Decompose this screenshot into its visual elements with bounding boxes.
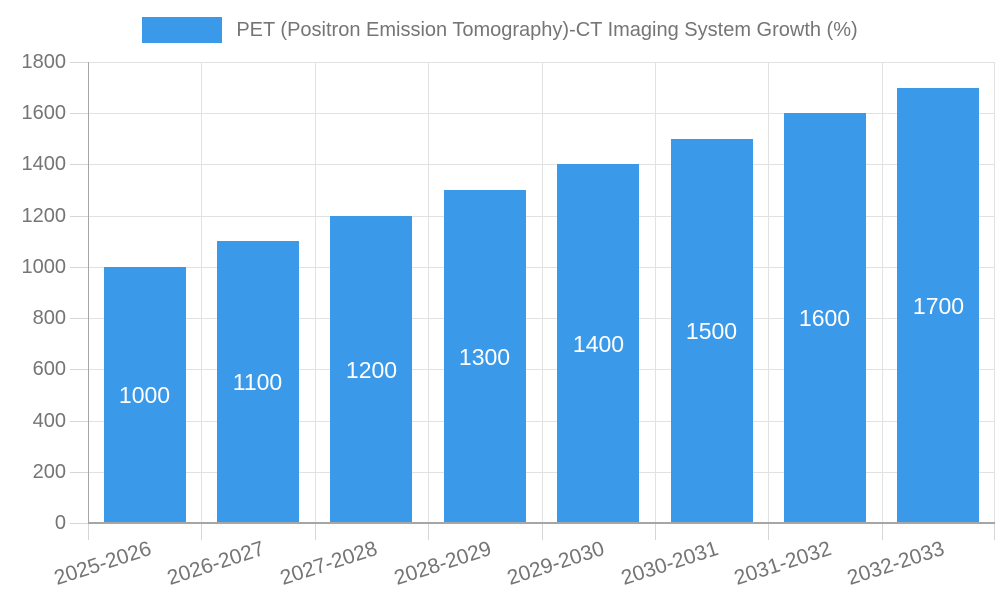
- y-tick-label: 1400: [21, 153, 67, 175]
- y-tick-label: 800: [32, 307, 66, 329]
- bar[interactable]: [330, 216, 412, 523]
- x-tick: [428, 523, 429, 540]
- x-tick: [542, 523, 543, 540]
- h-gridline: [88, 421, 995, 422]
- bar-value-label: 1300: [458, 344, 511, 370]
- y-tick-label: 1800: [21, 51, 67, 73]
- plot-area: 1000 1100 1200 1300 1400 1500 1600 1700: [70, 62, 995, 540]
- x-tick: [315, 523, 316, 540]
- x-tick: [88, 523, 89, 540]
- bar-value-label: 1700: [912, 293, 965, 319]
- y-tick: [70, 318, 88, 319]
- h-gridline: [88, 216, 995, 217]
- v-gridline: [655, 62, 656, 523]
- y-axis-line: [88, 62, 89, 523]
- bar-value-label: 1500: [685, 318, 738, 344]
- y-tick-label: 0: [54, 512, 66, 534]
- legend-label: PET (Positron Emission Tomography)-CT Im…: [236, 19, 858, 41]
- y-tick: [70, 113, 88, 114]
- bar-value-label: 1600: [798, 305, 851, 331]
- v-gridline: [994, 62, 995, 523]
- v-gridline: [201, 62, 202, 523]
- bar[interactable]: [784, 113, 866, 523]
- y-tick: [70, 472, 88, 473]
- y-tick: [70, 421, 88, 422]
- h-gridline: [88, 164, 995, 165]
- v-gridline: [882, 62, 883, 523]
- y-tick: [70, 369, 88, 370]
- bar-value-label: 1400: [572, 331, 625, 357]
- y-tick: [70, 523, 88, 524]
- y-tick-label: 1600: [21, 102, 67, 124]
- x-tick: [882, 523, 883, 540]
- v-gridline: [542, 62, 543, 523]
- y-tick-label: 600: [32, 358, 66, 380]
- y-tick-label: 400: [32, 410, 66, 432]
- x-tick: [768, 523, 769, 540]
- bar[interactable]: [671, 139, 753, 523]
- x-tick: [994, 523, 995, 540]
- bar[interactable]: [217, 241, 299, 523]
- h-gridline: [88, 318, 995, 319]
- legend[interactable]: PET (Positron Emission Tomography)-CT Im…: [0, 17, 1000, 43]
- h-gridline: [88, 267, 995, 268]
- y-tick: [70, 267, 88, 268]
- x-axis-line: [88, 522, 995, 524]
- legend-swatch: [142, 17, 223, 43]
- y-tick-label: 1200: [21, 205, 67, 227]
- y-tick: [70, 62, 88, 63]
- bar[interactable]: [104, 267, 186, 523]
- v-gridline: [315, 62, 316, 523]
- h-gridline: [88, 113, 995, 114]
- x-tick: [655, 523, 656, 540]
- y-tick-label: 1000: [21, 256, 67, 278]
- y-tick: [70, 216, 88, 217]
- h-gridline: [88, 62, 995, 63]
- bar[interactable]: [444, 190, 526, 523]
- y-tick: [70, 164, 88, 165]
- v-gridline: [428, 62, 429, 523]
- h-gridline: [88, 472, 995, 473]
- bar[interactable]: [557, 164, 639, 523]
- x-tick: [201, 523, 202, 540]
- bar-value-label: 1100: [232, 369, 283, 395]
- bar[interactable]: [897, 88, 979, 523]
- v-gridline: [768, 62, 769, 523]
- bar-value-label: 1200: [345, 357, 398, 383]
- y-tick-label: 200: [32, 461, 66, 483]
- h-gridline: [88, 369, 995, 370]
- bar-value-label: 1000: [118, 382, 171, 408]
